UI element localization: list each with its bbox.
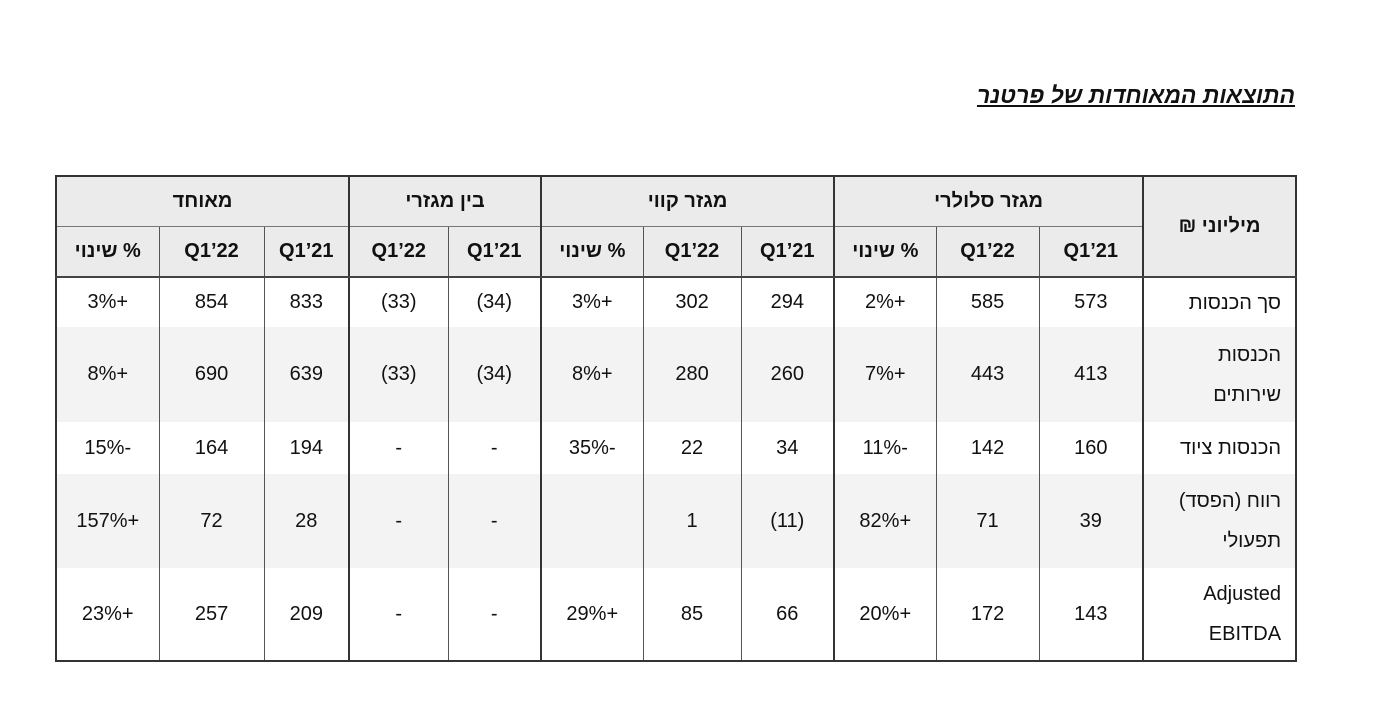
column-header: Q1’22 [158,226,265,278]
value-cell: 280 [642,327,742,422]
column-header: % שינוי [540,226,644,278]
value-cell: +23% [55,568,160,661]
value-cell: 72 [158,474,265,568]
value-cell: - [348,422,449,474]
column-header: Q1’22 [935,226,1040,278]
value-cell: (34) [447,327,542,422]
value-cell: 172 [935,568,1040,661]
value-cell: +20% [833,568,937,661]
value-cell: 71 [935,474,1040,568]
value-cell: 160 [1038,422,1144,474]
value-cell: +3% [540,277,644,327]
row-label: Adjusted EBITDA [1203,583,1282,645]
value-cell: 66 [740,568,835,661]
value-cell: +157% [55,474,160,568]
document-title: התוצאות המאוחדות של פרטנר [976,82,1295,108]
data-row: סך הכנסות 573 585 +2% 294 302 +3% (34) (33) 833 85… [55,277,1297,327]
data-row: רווח (הפסד) תפעולי 39 71 +82% (11) 1- -28 72 +15… [55,474,1297,568]
value-cell: -11% [833,422,937,474]
value-cell: 22 [642,422,742,474]
column-header: Q1’21 [447,226,542,278]
value-cell: - [447,568,542,661]
group-header: מגזר קווי [540,176,835,227]
value-cell: 257 [158,568,265,661]
value-cell: 585 [935,277,1040,327]
column-header: % שינוי [55,226,160,278]
value-cell: 854 [158,277,265,327]
value-cell: 194 [263,422,350,474]
row-label: הכנסות שירותים [1213,343,1282,406]
value-cell: - [348,474,449,568]
row-label-cell: רווח (הפסד) תפעולי [1142,474,1297,568]
value-cell: 142 [935,422,1040,474]
value-cell: - [348,568,449,661]
header-row: מיליוני ₪ מגזר סלולרי מגזר קווי בין מגזרי מא… [55,176,1297,278]
value-cell: +3% [55,277,160,327]
group-header: בין מגזרי [348,176,542,227]
group-header: מאוחד [55,176,350,227]
value-cell: +82% [833,474,937,568]
value-cell: +29% [540,568,644,661]
unit-label: מיליוני ₪ [1142,176,1297,278]
value-cell: 413 [1038,327,1144,422]
value-cell: +2% [833,277,937,327]
subheader-row: Q1’21 Q1’22% שינוי Q1’21 Q1’22% שינוי Q1’21 Q… [55,226,1296,278]
value-cell: 302 [642,277,742,327]
column-header: % שינוי [833,226,937,278]
results-table: מיליוני ₪ מגזר סלולרי מגזר קווי בין מגזרי מא… [55,175,1298,662]
value-cell: (33) [348,277,449,327]
value-cell: (33) [348,327,449,422]
row-label: רווח (הפסד) תפעולי [1178,490,1282,552]
value-cell: 209 [263,568,350,661]
column-header: Q1’21 [1038,226,1144,278]
value-cell: 294 [740,277,835,327]
value-cell: 639 [263,327,350,422]
value-cell [540,474,644,568]
row-label-cell: הכנסות ציוד [1142,422,1297,474]
value-cell: (11) [740,474,835,568]
value-cell: 39 [1038,474,1144,568]
data-row: Adjusted EBITDA 143 172 +20% 66 85 +29% - -209 25… [55,568,1297,661]
row-label: הכנסות ציוד [1180,437,1282,459]
value-cell: - [447,422,542,474]
group-header: מגזר סלולרי [833,176,1144,227]
value-cell: 573 [1038,277,1144,327]
data-row: הכנסות ציוד 160 142 -11% 34 22 -35% - -194 164 -15… [55,422,1297,474]
value-cell: 833 [263,277,350,327]
value-cell: 85 [642,568,742,661]
value-cell: -35% [540,422,644,474]
value-cell: +8% [540,327,644,422]
value-cell: 690 [158,327,265,422]
value-cell: - [447,474,542,568]
value-cell: +8% [55,327,160,422]
row-label: סך הכנסות [1188,291,1282,314]
column-header: Q1’22 [348,226,449,278]
value-cell: 143 [1038,568,1144,661]
value-cell: 443 [935,327,1040,422]
value-cell: 34 [740,422,835,474]
value-cell: 28 [263,474,350,568]
column-header: Q1’22 [642,226,742,278]
value-cell: -15% [55,422,160,474]
row-label-cell: סך הכנסות [1142,277,1297,327]
row-label-cell: Adjusted EBITDA [1142,568,1297,661]
value-cell: 260 [740,327,835,422]
value-cell: 164 [158,422,265,474]
column-header: Q1’21 [263,226,350,278]
value-cell: (34) [447,277,542,327]
row-label-cell: הכנסות שירותים [1142,327,1297,422]
value-cell: +7% [833,327,937,422]
column-header: Q1’21 [740,226,835,278]
value-cell: 1 [642,474,742,568]
data-row: הכנסות שירותים 413 443 +7% 260 280 +8% (34) (33)… [55,327,1297,422]
